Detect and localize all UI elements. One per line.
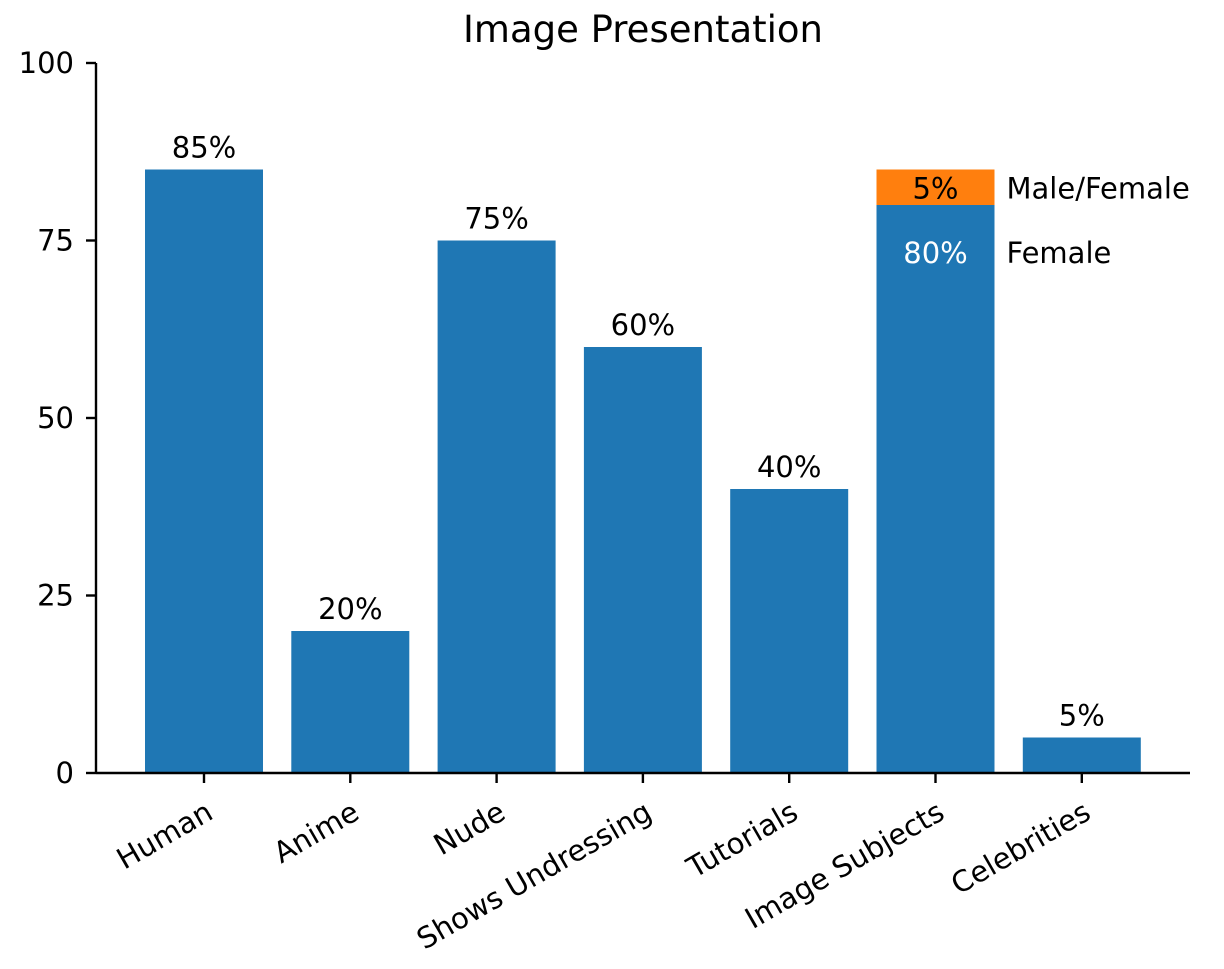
bar-series0-human [145, 169, 263, 773]
y-tick-label: 75 [37, 224, 74, 258]
annotation-female: Female [1007, 236, 1112, 270]
bar-series0-image-subjects [876, 205, 995, 773]
data-label-image-subjects: 80% [903, 236, 967, 270]
bar-series0-shows-undressing [583, 347, 702, 773]
y-axis: 0 25 50 75 100 [19, 46, 98, 790]
data-label-nude: 75% [464, 202, 528, 236]
annotation-male-female: Male/Female [1007, 171, 1190, 205]
bar-series0-tutorials [730, 489, 849, 773]
chart-title: Image Presentation [463, 8, 823, 51]
bars-layer [145, 169, 1141, 773]
x-tick-label-shows-undressing: Shows Undressing [411, 794, 657, 956]
bar-series1-image-subjects [876, 169, 995, 205]
data-label-tutorials: 40% [757, 450, 821, 484]
data-label-human: 85% [172, 131, 236, 165]
bar-series0-celebrities [1022, 737, 1141, 773]
x-tick-label-human: Human [111, 794, 219, 876]
bar-series0-anime [291, 631, 410, 773]
data-label-image-subjects-top: 5% [912, 171, 958, 205]
data-label-shows-undressing: 60% [611, 308, 675, 342]
y-tick-label: 0 [56, 756, 74, 790]
y-tick-label: 50 [37, 401, 74, 435]
bar-series0-nude [437, 240, 556, 773]
data-label-celebrities: 5% [1059, 699, 1105, 733]
data-labels-layer: 85% 20% 75% 60% 40% 80% 5% 5% Male/Female Female [172, 131, 1190, 733]
x-tick-label-tutorials: Tutorials [680, 794, 803, 885]
x-tick-label-nude: Nude [428, 794, 511, 862]
data-label-anime: 20% [318, 592, 382, 626]
y-tick-label: 25 [37, 579, 74, 613]
x-tick-label-celebrities: Celebrities [945, 794, 1096, 901]
x-tick-label-anime: Anime [268, 794, 365, 870]
y-tick-label: 100 [19, 46, 74, 80]
